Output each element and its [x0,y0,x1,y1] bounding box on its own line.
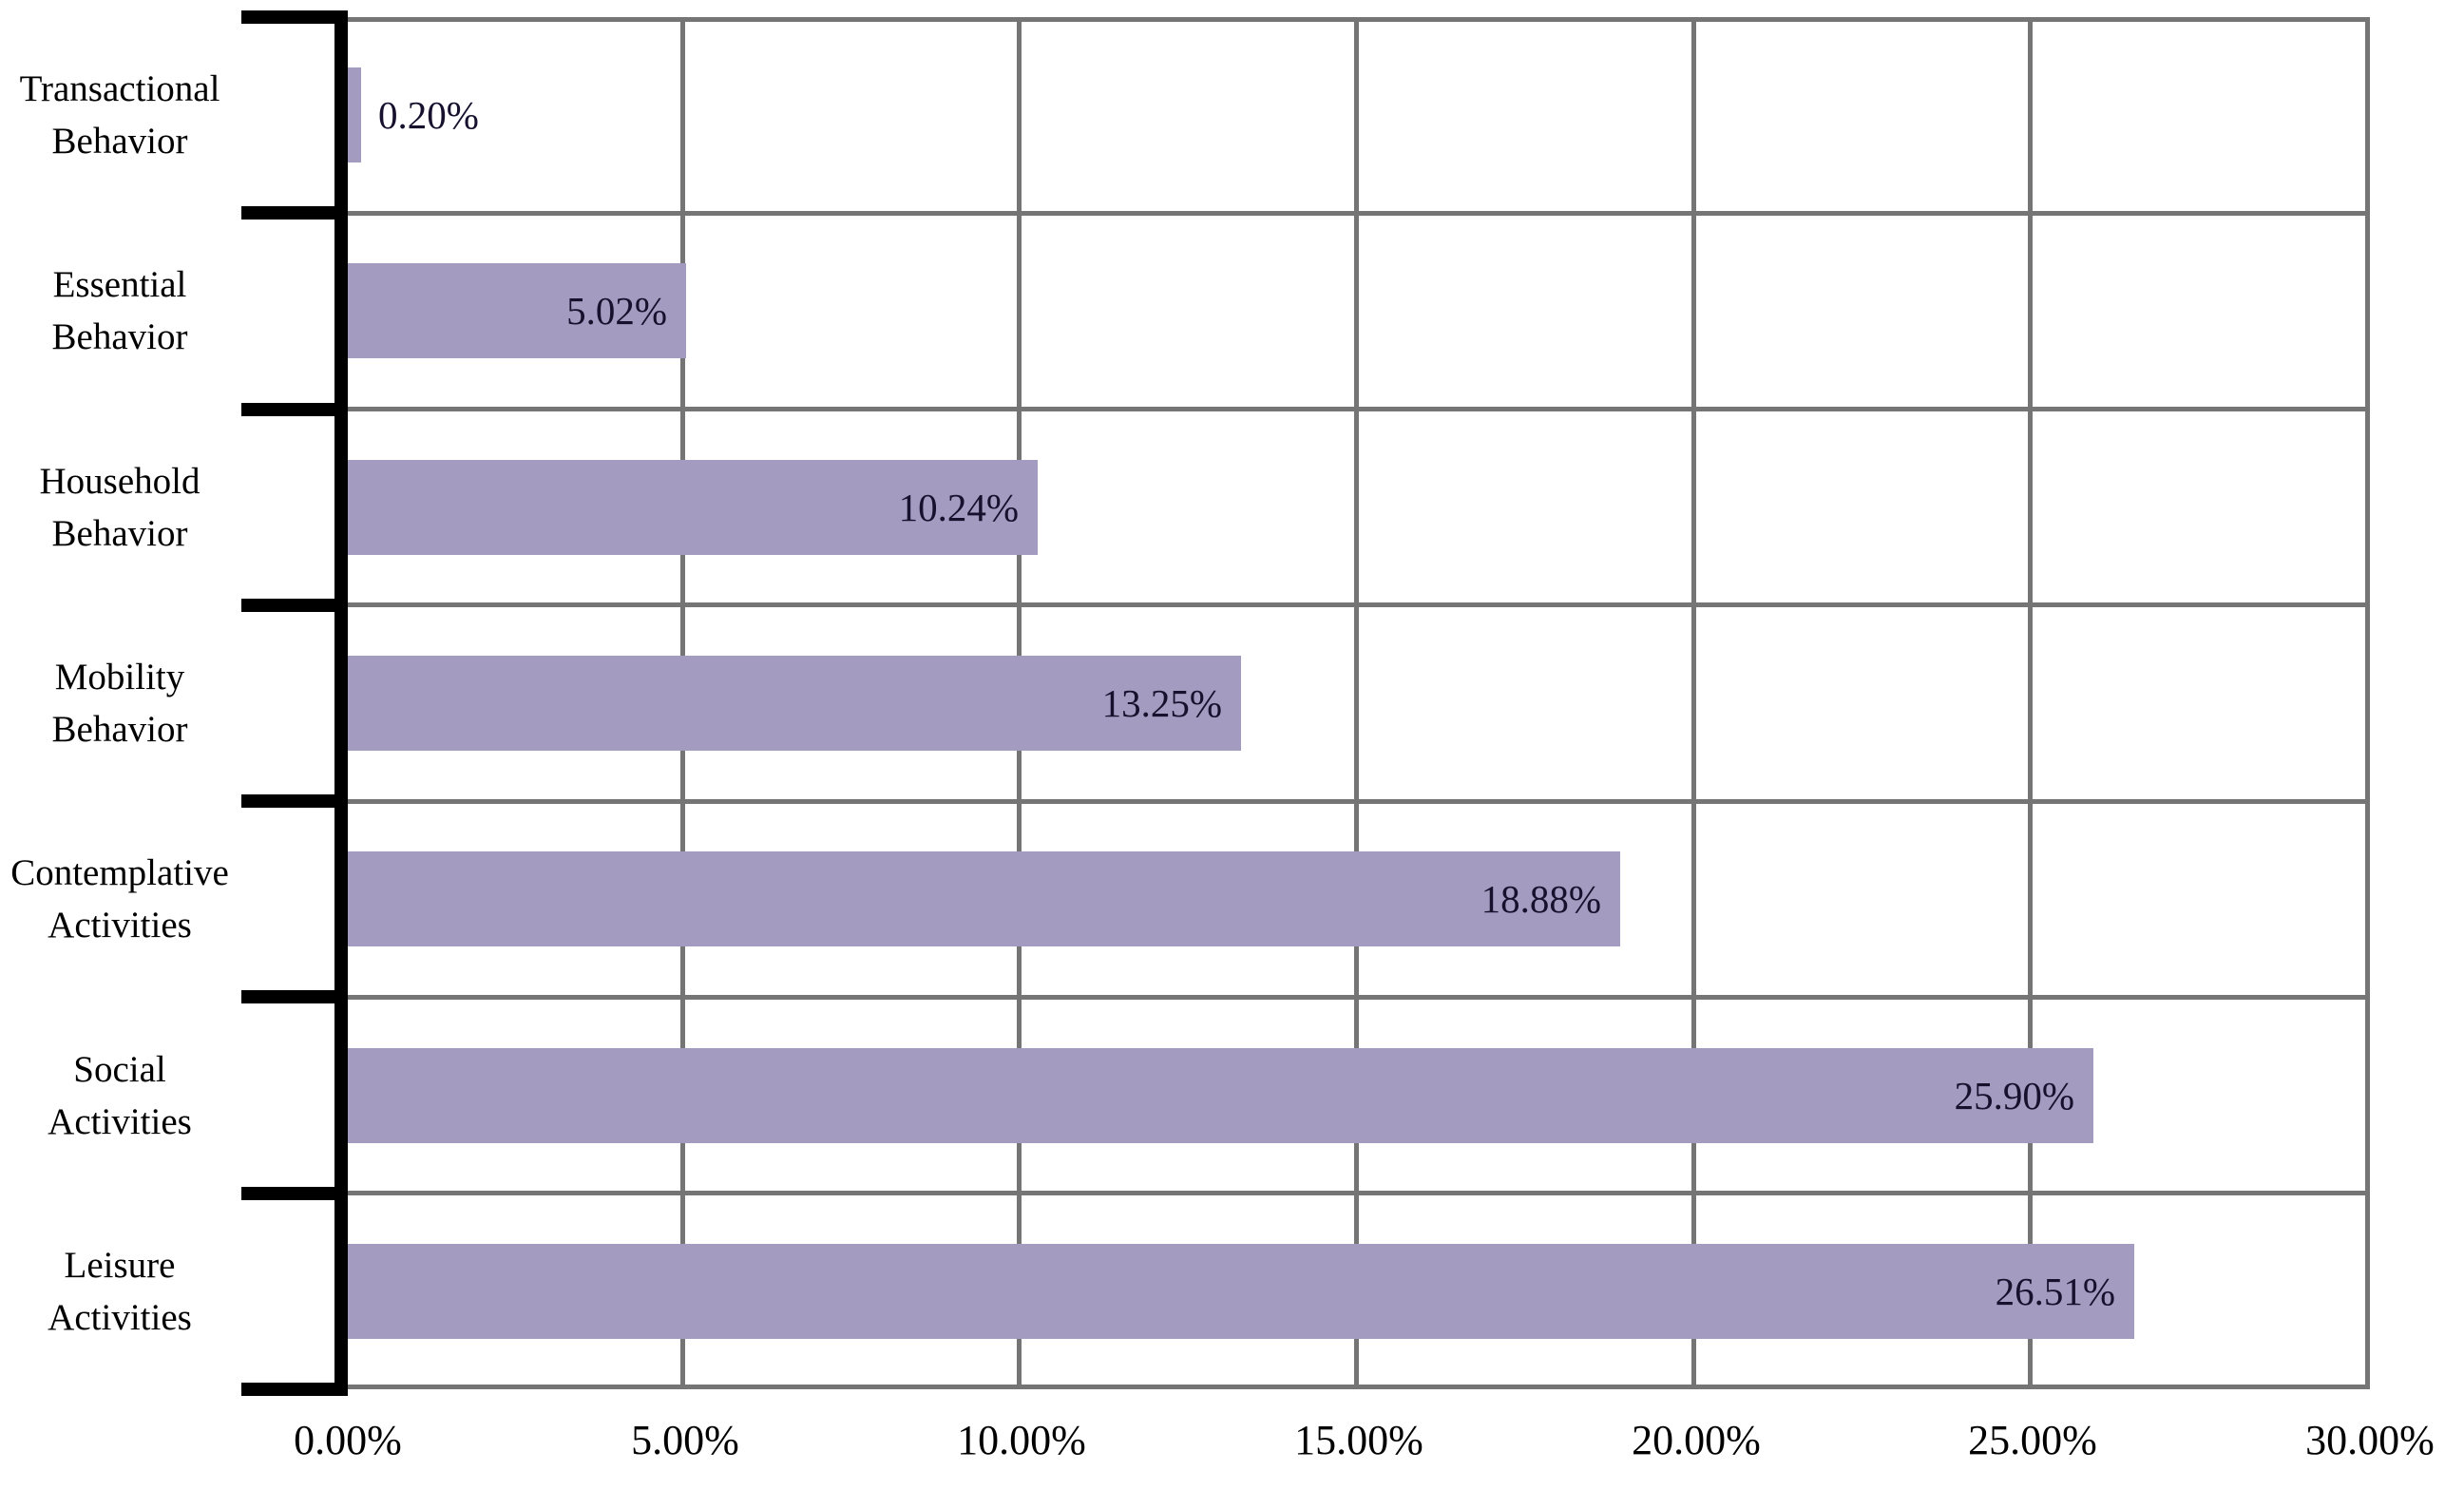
bar-mobility-behavior [348,656,1241,751]
y-axis-tick [241,1187,348,1200]
h-gridline [348,799,2370,804]
h-gridline [348,1191,2370,1195]
bar-contemplative-activities [348,851,1620,946]
y-axis-tick [241,206,348,220]
bar-value-label: 26.51% [1995,1270,2115,1313]
bar-value-label: 25.90% [1954,1074,2074,1118]
y-axis-tick [241,990,348,1003]
h-gridline [348,407,2370,411]
h-gridline [348,211,2370,216]
plot-border-top [348,17,2370,22]
category-label: Mobility Behavior [51,657,188,750]
bar-leisure-activities [348,1244,2134,1339]
category-label: Transactional Behavior [19,68,220,162]
y-axis-tick [241,10,348,24]
category-label: Contemplative Activities [10,852,229,946]
bar-value-label: 18.88% [1480,877,1601,921]
plot-border-bottom [348,1385,2370,1389]
h-gridline [348,602,2370,607]
y-axis-tick [241,599,348,612]
category-label: Household Behavior [39,461,201,554]
x-tick-label: 20.00% [1632,1417,1761,1463]
v-gridline [2365,17,2370,1389]
x-tick-label: 30.00% [2305,1417,2435,1463]
bar-social-activities [348,1048,2093,1143]
y-axis-tick [241,403,348,416]
category-label: Essential Behavior [51,264,188,357]
bar-value-label: 13.25% [1101,681,1222,725]
category-label: Social Activities [48,1049,192,1142]
bar-value-label: 0.20% [378,93,479,137]
v-gridline [1691,17,1696,1389]
bar-value-label: 10.24% [898,486,1019,529]
x-tick-label: 25.00% [1968,1417,2097,1463]
x-tick-label: 5.00% [631,1417,739,1463]
x-tick-label: 0.00% [294,1417,402,1463]
v-gridline [1354,17,1359,1389]
h-gridline [348,995,2370,1000]
y-axis-tick [241,1383,348,1396]
x-tick-label: 10.00% [957,1417,1086,1463]
bar-transactional-behavior [348,67,361,162]
x-tick-label: 15.00% [1294,1417,1423,1463]
bar-value-label: 5.02% [566,289,667,333]
v-gridline [2028,17,2033,1389]
bar-essential-behavior [348,263,686,358]
y-axis-tick [241,794,348,808]
category-label: Leisure Activities [48,1245,192,1338]
y-axis-line [334,10,348,1396]
bar-household-behavior [348,460,1038,555]
